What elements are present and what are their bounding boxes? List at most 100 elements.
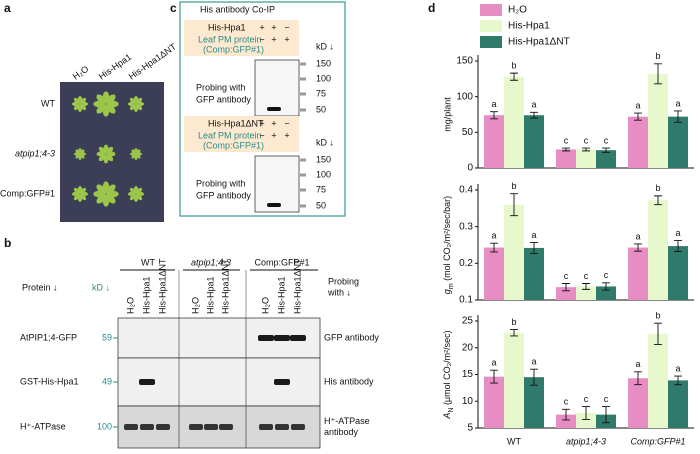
error-bar (582, 147, 590, 152)
band (259, 424, 273, 430)
y-tick-label: 50 (462, 127, 474, 138)
bar (668, 246, 688, 300)
band (189, 424, 203, 430)
significance-letter: b (511, 317, 516, 327)
significance-letter: b (511, 61, 516, 71)
lane-label: His-Hpa1ΔNT (292, 258, 302, 314)
kd-header: kD ↓ (316, 41, 334, 51)
error-bar (530, 241, 538, 254)
band (140, 424, 154, 430)
leaf (79, 97, 87, 105)
lane-label: H₂O (190, 297, 200, 314)
group-label: Comp:GFP#1 (254, 257, 309, 267)
marker-tick (300, 62, 306, 66)
marker-label: 75 (316, 184, 326, 194)
marker-label: 150 (316, 154, 331, 164)
lane-label: His-Hpa1ΔNT (220, 258, 230, 314)
sign: − (284, 22, 289, 32)
significance-letter: a (635, 359, 640, 369)
band (124, 424, 138, 430)
y-tick-label: 0.4 (459, 185, 473, 196)
error-bar (674, 375, 682, 386)
marker-tick (300, 92, 306, 96)
lane-label: His-Hpa1 (276, 276, 286, 314)
coip-frame (179, 1, 346, 217)
significance-letter: c (584, 135, 589, 145)
marker-tick (300, 108, 306, 112)
y-label-symbol: A (442, 413, 452, 420)
sign: − (259, 34, 264, 44)
legend-swatch (480, 36, 502, 48)
y-label-sub: m (448, 283, 455, 289)
error-bar (674, 110, 682, 123)
probe-label: GFP antibody (324, 332, 379, 342)
header: Protein ↓ (22, 282, 58, 292)
x-tick-label: Comp:GFP#1 (630, 436, 685, 446)
marker-tick (300, 188, 306, 192)
panel-label: b (4, 236, 11, 250)
significance-letter: a (491, 231, 496, 241)
probe-label: GFP antibody (196, 94, 251, 104)
error-bar (582, 406, 590, 420)
band (139, 379, 155, 385)
y-tick-label: 20 (462, 342, 474, 353)
bar (484, 115, 504, 168)
sign: + (271, 34, 276, 44)
panel-label: d (428, 1, 435, 15)
bar (576, 149, 596, 168)
bar (504, 204, 524, 300)
significance-letter: c (564, 271, 569, 281)
significance-letter: a (635, 231, 640, 241)
y-tick-label: 0.1 (459, 295, 473, 306)
x-tick-label: WT (507, 436, 521, 446)
blot (254, 59, 300, 117)
error-bar (654, 63, 662, 85)
significance-letter: b (511, 181, 516, 191)
error-bar (602, 282, 610, 291)
significance-letter: c (604, 270, 609, 280)
group-label: WT (141, 257, 155, 267)
bar (648, 73, 668, 168)
leaf (105, 94, 116, 105)
leaf (105, 146, 114, 155)
sign: + (271, 118, 276, 128)
band (290, 335, 306, 341)
marker-label: 50 (316, 104, 326, 114)
error-bar (490, 369, 498, 384)
bait-label: His-Hpa1 (208, 22, 246, 32)
sign: − (259, 130, 264, 140)
y-label-unit: (μmol CO₂/m²/sec) (442, 330, 452, 407)
error-bar (530, 368, 538, 386)
lane-label: His-Hpa1 (141, 276, 151, 314)
legend-swatch (480, 4, 502, 16)
marker-label: 150 (316, 58, 331, 68)
significance-letter: a (491, 358, 496, 368)
error-bar (634, 112, 642, 121)
header: with ↓ (327, 287, 351, 297)
group-label: atpip1;4-3 (191, 257, 231, 267)
protein-label: AtPIP1;4-GFP (20, 332, 77, 342)
sign: + (284, 34, 289, 44)
bar (668, 380, 688, 428)
y-axis-label: gm (mol CO₂/m²/sec/bar) (442, 196, 454, 294)
kd-header: kD ↓ (316, 137, 334, 147)
marker-label: 100 (316, 73, 331, 83)
significance-letter: b (655, 183, 660, 193)
row-label: Comp:GFP#1 (0, 188, 55, 198)
kd-label: 100 (97, 421, 112, 431)
prey-note: (Comp:GFP#1) (203, 140, 264, 150)
probe-label: His antibody (324, 376, 374, 386)
band (156, 424, 170, 430)
error-bar (510, 72, 518, 81)
significance-letter: b (655, 51, 660, 61)
condition-bg (184, 20, 299, 56)
y-axis-label: mg/plant (442, 97, 452, 132)
error-bar (562, 147, 570, 152)
header: Probing (328, 276, 359, 286)
lane-label: His-Hpa1 (205, 276, 215, 314)
y-label-symbol: g (442, 289, 452, 294)
kd-label: 49 (102, 376, 112, 386)
bar (556, 149, 576, 168)
coip-title: His antibody Co-IP (200, 4, 275, 14)
